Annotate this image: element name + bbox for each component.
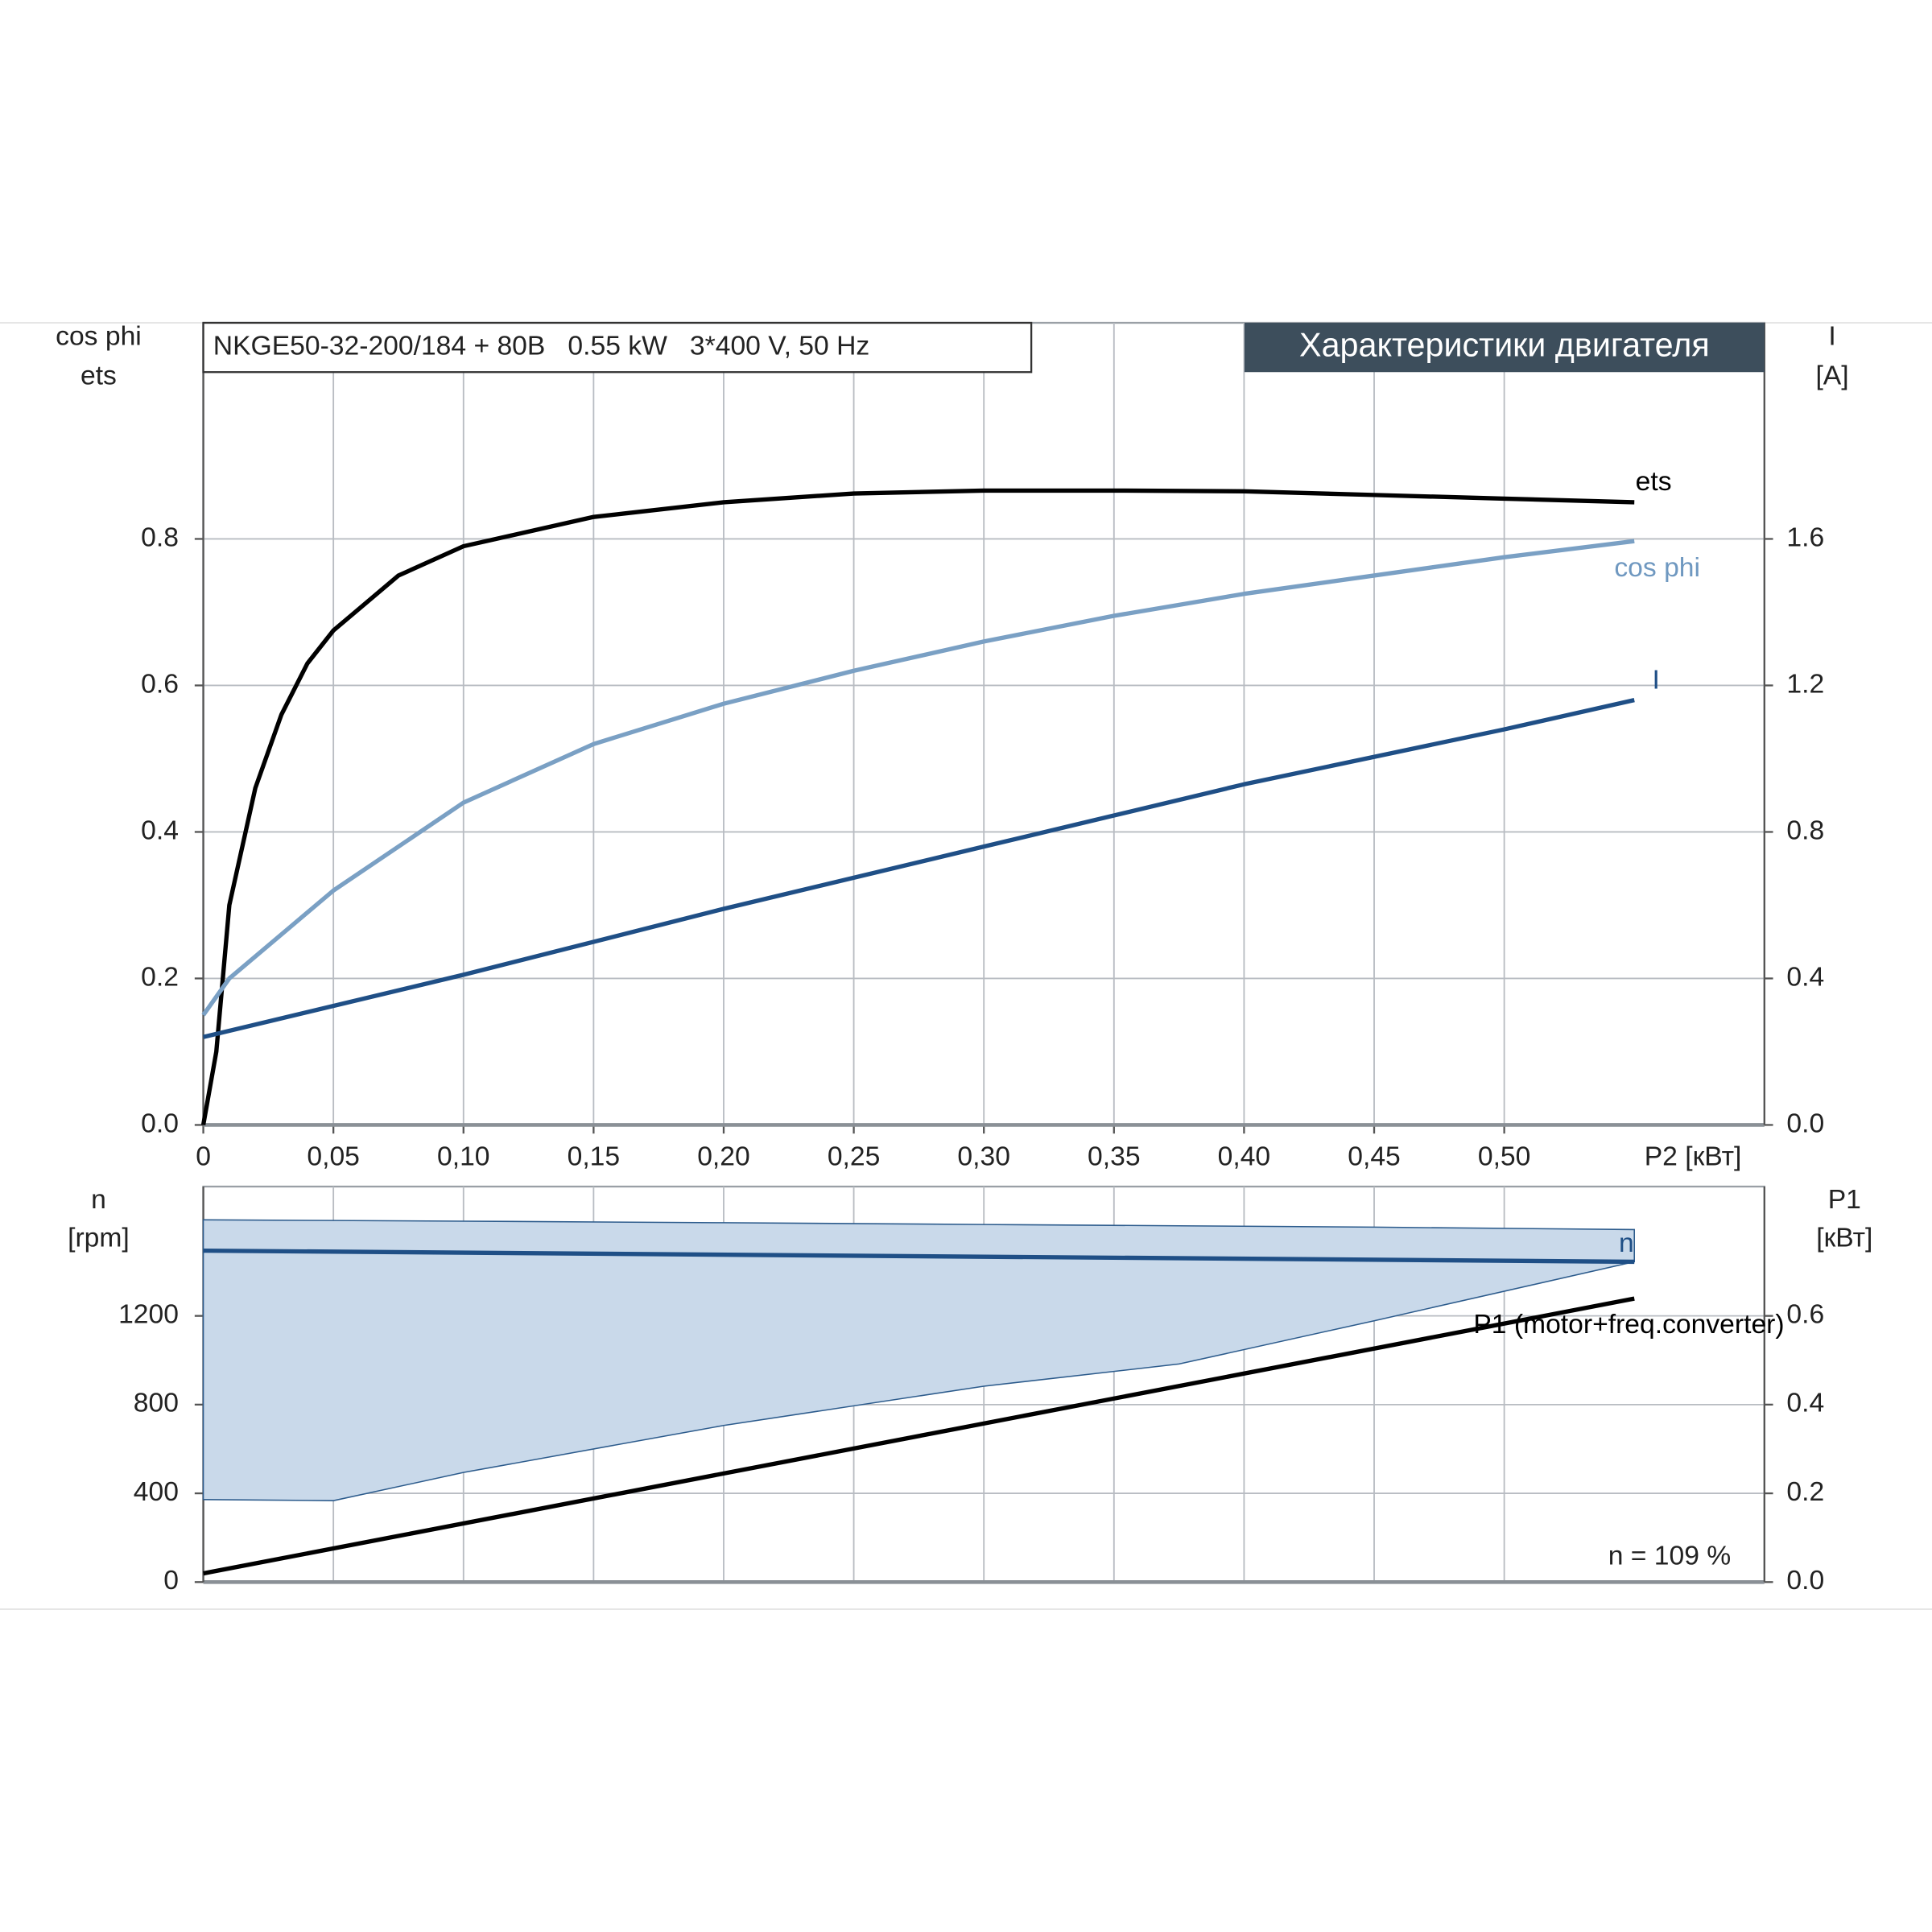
annotation: n = 109 % — [1608, 1542, 1732, 1571]
x-tick-label: 0,40 — [1218, 1142, 1271, 1172]
y-tick-label: 400 — [134, 1477, 179, 1507]
y-tick-label: 0 — [163, 1566, 179, 1596]
banner — [1244, 323, 1765, 373]
y-tick-label: 0.0 — [141, 1108, 179, 1138]
x-tick-label: 0,10 — [437, 1142, 490, 1172]
x-tick-label: 0,30 — [957, 1142, 1010, 1172]
y2-tick-label: 0.2 — [1786, 1477, 1824, 1507]
y-axis-title: ets — [80, 361, 117, 390]
x-tick-label: 0 — [196, 1142, 211, 1172]
y2-axis-title: [кВт] — [1816, 1224, 1872, 1253]
y-tick-label: 800 — [134, 1389, 179, 1418]
series-line — [201, 539, 1635, 1017]
x-tick-label: 0,05 — [307, 1142, 360, 1172]
y2-axis-title: [A] — [1815, 361, 1848, 390]
series-label: P1 (motor+freq.converter) — [1473, 1310, 1784, 1340]
y2-tick-label: 0.4 — [1786, 962, 1824, 992]
y2-axis-title: I — [1828, 321, 1835, 351]
series-label: cos phi — [1614, 553, 1700, 583]
y2-tick-label: 0.8 — [1786, 815, 1824, 845]
y-tick-label: 0.8 — [141, 522, 179, 552]
series-line — [203, 1248, 1635, 1265]
y2-tick-label: 0.0 — [1786, 1108, 1824, 1138]
series-label: ets — [1636, 467, 1672, 497]
series-line — [203, 1296, 1635, 1576]
y-tick-label: 0.4 — [141, 815, 179, 845]
y-axis-title: [rpm] — [68, 1224, 130, 1253]
series-label: n — [1619, 1228, 1634, 1258]
y2-axis-title: P1 — [1828, 1185, 1861, 1215]
x-axis-title: P2 [кВт] — [1645, 1142, 1742, 1172]
x-tick-label: 0,15 — [568, 1142, 621, 1172]
plot-layer: 0.0 0.2 0.4 0.6 0.8 0.0 0.4 0.8 1.2 1.6 0 0,05 0,10 0… — [118, 321, 1824, 1596]
y-tick-label: 1200 — [118, 1300, 179, 1330]
x-tick-label: 0,20 — [697, 1142, 750, 1172]
y2-tick-label: 0.4 — [1786, 1389, 1824, 1418]
y-tick-label: 0.6 — [141, 669, 179, 699]
x-tick-label: 0,35 — [1088, 1142, 1141, 1172]
y-axis-title: n — [91, 1185, 106, 1215]
y2-tick-label: 0.0 — [1786, 1566, 1824, 1596]
title-box — [202, 321, 1033, 374]
y2-tick-label: 1.2 — [1786, 669, 1824, 699]
y2-tick-label: 1.6 — [1786, 522, 1824, 552]
y-tick-label: 0.2 — [141, 962, 179, 992]
chart-title: NKGE50-32-200/184 + 80B 0.55 kW 3*400 V,… — [213, 332, 869, 361]
series-line — [200, 488, 1635, 1125]
series-label: I — [1652, 665, 1659, 695]
series-line — [202, 698, 1635, 1039]
x-tick-label: 0,50 — [1478, 1142, 1531, 1172]
y2-tick-label: 0.6 — [1786, 1300, 1824, 1330]
x-tick-label: 0,45 — [1348, 1142, 1401, 1172]
note-bg — [1587, 1540, 1757, 1575]
banner-text: Характеристики двигателя — [1299, 327, 1710, 364]
y-axis-title: cos phi — [56, 321, 142, 351]
x-tick-label: 0,25 — [828, 1142, 881, 1172]
band-area — [202, 1219, 1635, 1501]
